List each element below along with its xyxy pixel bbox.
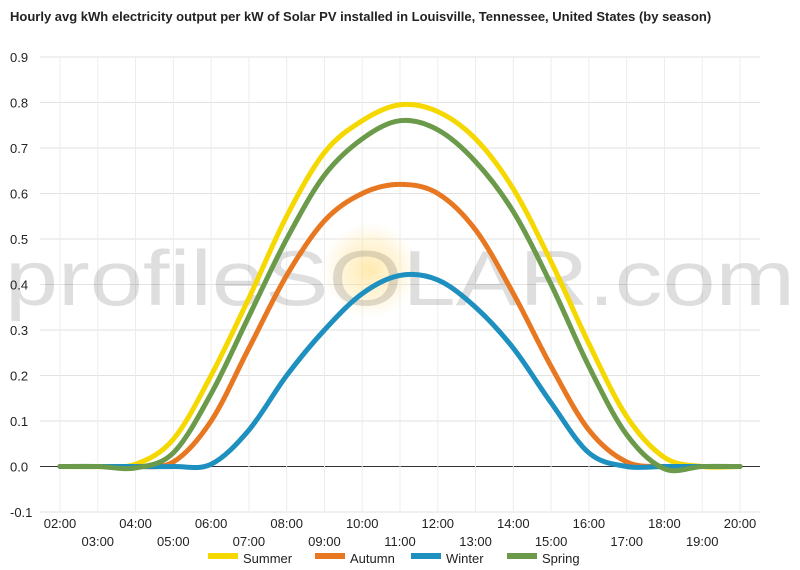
legend-label-winter: Winter (446, 551, 484, 566)
x-tick-label: 18:00 (648, 516, 681, 531)
y-tick-label: 0.2 (10, 369, 28, 384)
y-tick-label: -0.1 (10, 505, 32, 520)
y-tick-label: 0.1 (10, 414, 28, 429)
x-tick-label: 16:00 (573, 516, 606, 531)
x-tick-label: 20:00 (724, 516, 757, 531)
x-tick-label: 06:00 (195, 516, 228, 531)
x-tick-label: 19:00 (686, 534, 719, 549)
legend-label-autumn: Autumn (350, 551, 395, 566)
x-tick-label: 17:00 (610, 534, 643, 549)
y-tick-label: 0.5 (10, 232, 28, 247)
x-tick-label: 13:00 (459, 534, 492, 549)
x-tick-label: 02:00 (44, 516, 77, 531)
watermark: profileSOLAR.com (5, 224, 795, 322)
series-layer (57, 101, 743, 474)
x-tick-label: 08:00 (270, 516, 303, 531)
watermark-sun (324, 224, 416, 316)
legend-label-spring: Spring (542, 551, 580, 566)
x-tick-label: 05:00 (157, 534, 190, 549)
x-tick-label: 11:00 (384, 534, 416, 549)
x-tick-label: 12:00 (422, 516, 455, 531)
x-tick-label: 04:00 (119, 516, 152, 531)
y-tick-label: 0.4 (10, 278, 28, 293)
legend-label-summer: Summer (243, 551, 293, 566)
y-tick-label: 0.8 (10, 96, 28, 111)
watermark-text: profileSOLAR.com (5, 234, 795, 322)
y-tick-label: 0.0 (10, 460, 28, 475)
x-tick-label: 07:00 (233, 534, 266, 549)
x-tick-label: 14:00 (497, 516, 530, 531)
legend-swatch-autumn (315, 553, 345, 559)
x-tick-label: 10:00 (346, 516, 379, 531)
series-line-winter (57, 271, 743, 471)
x-tick-label: 09:00 (308, 534, 341, 549)
series-line-autumn (57, 181, 743, 470)
y-tick-label: 0.9 (10, 50, 28, 65)
series-line-summer (57, 101, 743, 470)
chart-title: Hourly avg kWh electricity output per kW… (10, 9, 712, 24)
x-tick-label: 03:00 (82, 534, 115, 549)
legend-swatch-winter (411, 553, 441, 559)
legend: Summer Autumn Winter Spring (208, 551, 580, 566)
legend-swatch-summer (208, 553, 238, 559)
axis-layer: -0.1 0.0 0.1 0.2 0.3 0.4 0.5 0.6 0.7 0.8 0.9 02:00 0… (10, 50, 756, 549)
y-tick-label: 0.7 (10, 141, 28, 156)
x-tick-label: 15:00 (535, 534, 568, 549)
y-tick-label: 0.3 (10, 323, 28, 338)
series-line-spring (57, 117, 743, 474)
y-tick-label: 0.6 (10, 187, 28, 202)
legend-swatch-spring (507, 553, 537, 559)
